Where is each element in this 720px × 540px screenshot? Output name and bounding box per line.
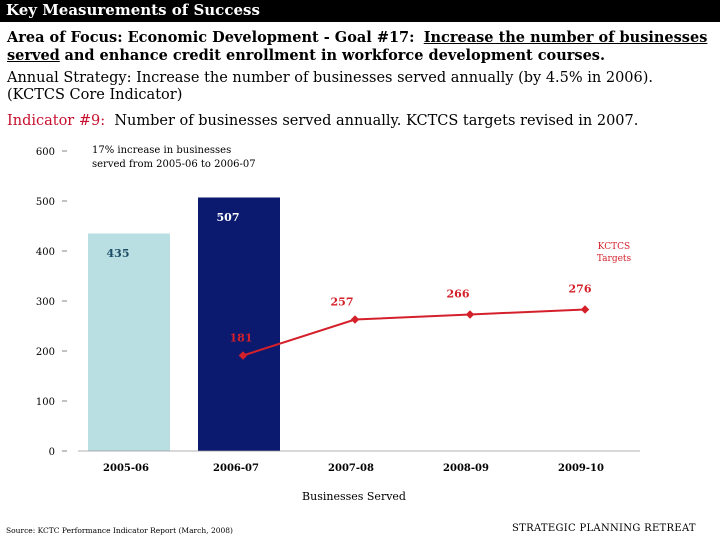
target-value-label: 181 [230, 332, 253, 345]
footer-source: Source: KCTC Performance Indicator Repor… [6, 526, 233, 535]
y-tick-label: 400 [36, 247, 55, 258]
y-tick-label: 100 [36, 397, 55, 408]
y-tick-label: 0 [49, 447, 55, 458]
bar-2006-07 [198, 197, 280, 451]
target-point [238, 351, 248, 360]
target-point [350, 315, 360, 324]
target-value-label: 266 [447, 288, 470, 301]
page-title: Key Measurements of Success [6, 1, 260, 19]
bar-value-label: 435 [107, 247, 130, 260]
bar-value-label: 507 [217, 211, 240, 224]
target-point [580, 305, 590, 314]
y-tick-label: 300 [36, 297, 55, 308]
goal-statement: Area of Focus: Economic Development - Go… [7, 29, 713, 65]
x-tick-label: 2009-10 [558, 463, 604, 474]
bar-2005-06 [88, 233, 170, 451]
indicator-label: Indicator #9: [7, 113, 106, 129]
indicator-text: Number of businesses served annually. KC… [114, 113, 639, 129]
annotation-line-2: served from 2005-06 to 2006-07 [92, 159, 256, 170]
header-bar: Key Measurements of Success [0, 0, 720, 22]
goal-underlined: Increase the number of businesses served [7, 29, 708, 64]
target-value-label: 276 [569, 283, 592, 296]
targets-series-line [242, 308, 586, 357]
y-tick-label: 200 [36, 347, 55, 358]
target-point [465, 310, 475, 319]
x-tick-label: 2005-06 [103, 463, 149, 474]
y-tick-label: 500 [36, 197, 55, 208]
target-value-label: 257 [331, 296, 354, 309]
goal-suffix: and enhance credit enrollment in workfor… [64, 47, 606, 64]
indicator-line: Indicator #9: Number of businesses serve… [7, 113, 713, 130]
goal-prefix: Area of Focus: Economic Development - Go… [7, 29, 415, 46]
targets-legend-label-1: KCTCS [598, 242, 630, 252]
x-tick-label: 2006-07 [213, 463, 259, 474]
y-tick-label: 600 [36, 147, 55, 158]
annual-strategy: Annual Strategy: Increase the number of … [7, 70, 654, 103]
x-axis-title: Businesses Served [302, 490, 406, 503]
x-tick-label: 2007-08 [328, 463, 374, 474]
targets-legend-label-2: Targets [597, 254, 632, 264]
footer-retreat: STRATEGIC PLANNING RETREAT [512, 523, 696, 534]
annotation-line-1: 17% increase in businesses [92, 145, 231, 156]
x-tick-label: 2008-09 [443, 463, 489, 474]
